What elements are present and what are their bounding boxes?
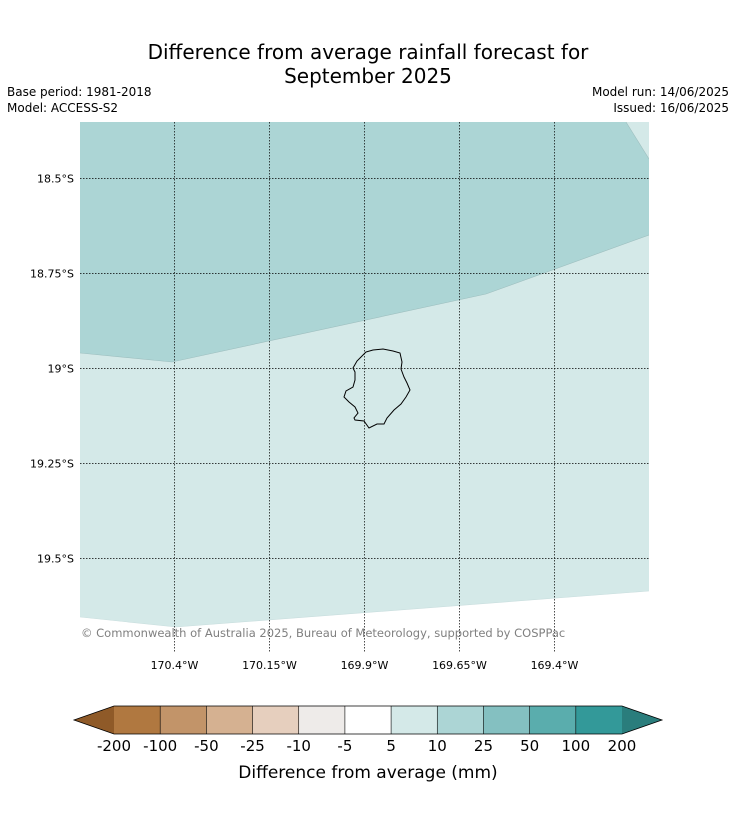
lon-label: 169.65°W <box>432 659 487 672</box>
base-period: Base period: 1981-2018 <box>7 85 152 99</box>
band-boundary <box>80 234 649 363</box>
lat-label: 18.75°S <box>30 268 74 281</box>
colorbar-segment <box>529 706 577 734</box>
colorbar-segment <box>344 706 392 734</box>
lat-label: 18.5°S <box>37 173 74 186</box>
colorbar-segment <box>206 706 253 734</box>
colorbar-tick-label: -100 <box>143 737 177 755</box>
colorbar-tick-label: 100 <box>561 737 590 755</box>
colorbar-tick-label: 50 <box>520 737 539 755</box>
lon-label: 170.15°W <box>242 659 297 672</box>
colorbar-segment <box>483 706 530 734</box>
colorbar-segment <box>298 706 346 734</box>
colorbar-tick-label: 25 <box>474 737 493 755</box>
colorbar-arrow-high <box>622 706 662 734</box>
map-title-line-2: September 2025 <box>284 64 452 88</box>
colorbar-tick-label: -25 <box>240 737 265 755</box>
lat-label: 19°S <box>48 363 74 376</box>
colorbar-arrow-low <box>74 706 114 734</box>
lat-label: 19.25°S <box>30 458 74 471</box>
lat-label: 19.5°S <box>37 553 74 566</box>
island-outline <box>343 348 411 429</box>
colorbar-label: Difference from average (mm) <box>238 763 497 783</box>
colorbar-segment <box>437 706 484 734</box>
colorbar-tick-label: -200 <box>97 737 131 755</box>
colorbar-segment <box>160 706 207 734</box>
model-name: Model: ACCESS-S2 <box>7 101 119 115</box>
colorbar-segment <box>252 706 300 734</box>
colorbar-tick-label: 10 <box>428 737 447 755</box>
gridlines <box>80 122 649 653</box>
colorbar-tick-label: 200 <box>608 737 637 755</box>
colorbar-outline <box>72 705 664 735</box>
lon-label: 170.4°W <box>151 659 199 672</box>
colorbar-tick-label: 5 <box>386 737 396 755</box>
colorbar-segment <box>391 706 438 734</box>
colorbar-ticks: -200 -100 -50 -25 -10 -5 5 10 25 50 100 200 <box>97 737 636 755</box>
model-run: Model run: 14/06/2025 <box>591 85 729 99</box>
colorbar-tick-label: -10 <box>286 737 311 755</box>
colorbar-segment <box>114 706 161 734</box>
lon-label: 169.4°W <box>531 659 579 672</box>
colorbar-tick-label: -5 <box>337 737 352 755</box>
colorbar-tick-label: -50 <box>194 737 219 755</box>
colorbar <box>72 705 664 735</box>
issued-date: Issued: 16/06/2025 <box>613 101 729 115</box>
map-title-line-1: Difference from average rainfall forecas… <box>147 40 589 64</box>
copyright-notice: © Commonwealth of Australia 2025, Bureau… <box>81 626 565 640</box>
colorbar-segment <box>575 706 623 734</box>
band-boundary <box>80 590 649 628</box>
band-boundary <box>625 122 649 160</box>
lon-label: 169.9°W <box>341 659 389 672</box>
